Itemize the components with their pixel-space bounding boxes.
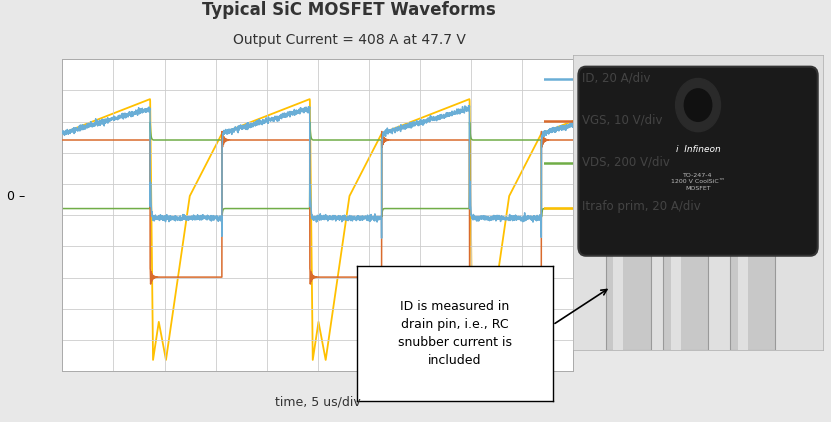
Text: TO-247-4
1200 V CoolSiC™
MOSFET: TO-247-4 1200 V CoolSiC™ MOSFET [671,173,725,191]
Text: Typical SiC MOSFET Waveforms: Typical SiC MOSFET Waveforms [202,1,496,19]
Bar [730,217,775,350]
Text: ID is measured in
drain pin, i.e., RC
snubber current is
included: ID is measured in drain pin, i.e., RC sn… [398,300,512,367]
Bar [671,217,681,350]
Circle shape [685,89,711,122]
Bar [738,217,748,350]
Bar [663,217,708,350]
Text: time, 5 us/div: time, 5 us/div [275,395,361,408]
Text: VGS, 10 V/div: VGS, 10 V/div [582,114,662,127]
Text: Output Current = 408 A at 47.7 V: Output Current = 408 A at 47.7 V [233,33,465,47]
Circle shape [676,78,720,132]
Text: Itrafo prim, 20 A/div: Itrafo prim, 20 A/div [582,200,701,213]
Text: 0 –: 0 – [7,189,25,203]
Bar [613,217,623,350]
Bar [606,217,651,350]
Text: VDS, 200 V/div: VDS, 200 V/div [582,156,670,169]
FancyBboxPatch shape [578,67,818,256]
Text: ID, 20 A/div: ID, 20 A/div [582,72,650,84]
Text: i  Infineon: i Infineon [676,145,720,154]
